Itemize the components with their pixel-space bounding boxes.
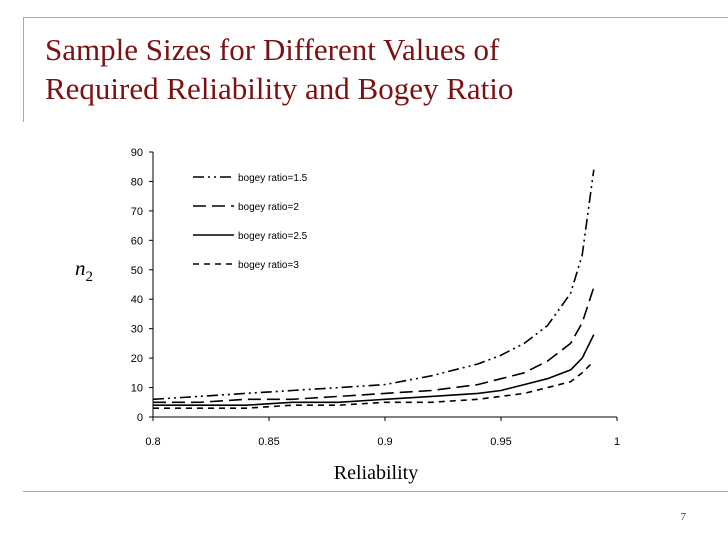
y-tick-label: 90 bbox=[131, 147, 143, 159]
slide-frame-top-rule bbox=[23, 17, 728, 18]
slide-frame-vertical-rule bbox=[23, 17, 24, 122]
x-axis-title: Reliability bbox=[334, 462, 418, 484]
x-tick-label: 1 bbox=[614, 436, 620, 448]
y-axis-title: n2 bbox=[75, 256, 93, 285]
slide-footer-rule bbox=[23, 491, 728, 492]
legend-label-3: bogey ratio=2.5 bbox=[238, 231, 308, 242]
y-axis-title-main: n bbox=[75, 256, 86, 280]
y-tick-label: 60 bbox=[131, 235, 143, 247]
series-line-4 bbox=[153, 360, 595, 410]
x-tick-label: 0.85 bbox=[258, 436, 279, 448]
slide-title-line-1: Sample Sizes for Different Values of bbox=[45, 32, 500, 67]
y-tick-label: 70 bbox=[131, 206, 143, 218]
y-tick-label: 80 bbox=[131, 176, 143, 188]
x-tick-label: 0.95 bbox=[490, 436, 511, 448]
series-line-2 bbox=[153, 287, 595, 404]
y-tick-label: 50 bbox=[131, 265, 143, 277]
x-tick-label: 0.9 bbox=[377, 436, 392, 448]
series-line-1 bbox=[152, 169, 595, 401]
y-tick-label: 20 bbox=[131, 353, 143, 365]
slide-title: Sample Sizes for Different Values of Req… bbox=[45, 30, 705, 108]
legend-label-2: bogey ratio=2 bbox=[238, 202, 299, 213]
slide-title-line-2: Required Reliability and Bogey Ratio bbox=[45, 71, 514, 106]
chart-legend: bogey ratio=1.5 bogey ratio=2 bogey ratio=… bbox=[193, 173, 308, 271]
y-tick-label: 30 bbox=[131, 324, 143, 336]
x-tick-label: 0.8 bbox=[145, 436, 160, 448]
legend-label-4: bogey ratio=3 bbox=[238, 260, 299, 271]
chart-series bbox=[152, 169, 595, 410]
series-line-3 bbox=[153, 334, 595, 407]
page-number: 7 bbox=[680, 511, 687, 523]
legend-label-1: bogey ratio=1.5 bbox=[238, 173, 308, 184]
y-tick-label: 0 bbox=[137, 412, 143, 424]
chart-axes: 0 10 20 30 40 50 60 70 80 90 0.8 0.85 0.9 0.95 1 bbox=[131, 147, 620, 448]
y-tick-label: 10 bbox=[131, 383, 143, 395]
y-tick-label: 40 bbox=[131, 294, 143, 306]
y-axis-title-subscript: 2 bbox=[86, 269, 94, 285]
